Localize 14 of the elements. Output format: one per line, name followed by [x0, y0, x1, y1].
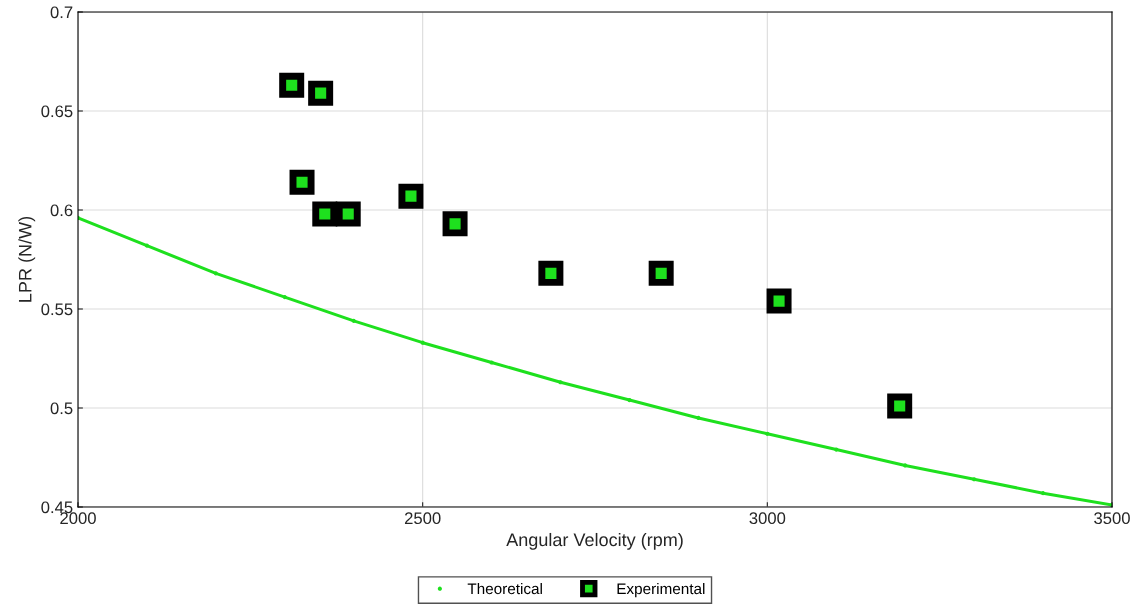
x-tick-label: 2000	[60, 512, 96, 525]
y-tick-label: 0.45	[41, 501, 73, 514]
y-tick-label: 0.55	[41, 303, 73, 316]
legend-label: Experimental	[617, 582, 705, 598]
y-tick-label: 0.5	[50, 402, 73, 415]
x-axis-title: Angular Velocity (rpm)	[506, 532, 683, 550]
x-tick-label: 2500	[404, 512, 441, 525]
y-tick-label: 0.6	[50, 204, 73, 217]
x-tick-label: 3500	[1094, 512, 1130, 525]
y-axis-title: LPR (N/W)	[18, 216, 36, 302]
x-tick-label: 3000	[749, 512, 786, 525]
legend-label: Theoretical	[467, 582, 542, 595]
y-tick-label: 0.65	[41, 105, 73, 118]
y-tick-label: 0.7	[50, 6, 73, 19]
